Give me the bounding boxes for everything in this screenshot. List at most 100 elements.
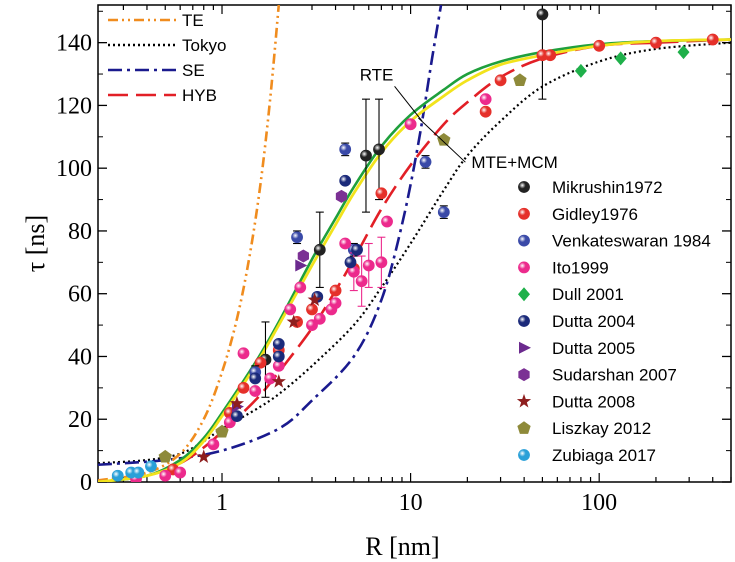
data-point (373, 143, 385, 156)
data-point (404, 118, 417, 131)
data-point (207, 438, 220, 451)
data-point (494, 74, 507, 87)
data-point (650, 36, 662, 49)
legend-marker (516, 393, 532, 408)
data-point (229, 396, 245, 410)
series-dull-2001 (574, 45, 690, 78)
data-point (264, 372, 277, 385)
series-dutta-2008 (196, 292, 322, 463)
legend-item-dull-2001: Dull 2001 (518, 285, 624, 304)
data-point (544, 49, 557, 62)
data-point (536, 8, 549, 21)
data-point (272, 350, 285, 363)
data-point (295, 259, 308, 272)
legend-marker (518, 207, 530, 220)
data-point (111, 469, 124, 482)
legend-label: Zubiaga 2017 (552, 446, 656, 465)
data-point (329, 284, 342, 297)
legend-marker (518, 315, 530, 327)
legend-label: Mikrushin1972 (552, 178, 663, 197)
annotation-label: MTE+MCM (471, 153, 557, 172)
y-tick-label: 140 (56, 31, 92, 57)
data-point (677, 45, 690, 60)
y-tick-label: 100 (56, 156, 92, 182)
data-point (158, 449, 172, 463)
x-tick-label: 100 (581, 490, 617, 516)
legend-label: Ito1999 (552, 258, 609, 277)
legend-marker (518, 181, 530, 193)
y-axis-title: τ [ns] (21, 215, 50, 272)
series-ito1999 (130, 93, 492, 482)
legend-item-sudarshan-2007: Sudarshan 2007 (518, 366, 677, 385)
y-tick-label: 60 (68, 282, 92, 308)
data-point (231, 410, 243, 422)
data-point (593, 39, 606, 52)
data-point (375, 187, 388, 200)
data-point (437, 206, 450, 219)
legend-marker (517, 421, 531, 434)
data-point (419, 156, 432, 168)
legend-marker (518, 449, 530, 461)
data-point (271, 374, 286, 388)
legend-label: Dutta 2004 (552, 312, 635, 331)
series-venkateswaran-1984 (249, 142, 450, 379)
legend-item-mikrushin1972: Mikrushin1972 (518, 178, 663, 197)
data-point (339, 143, 352, 156)
y-tick-label: 40 (68, 344, 92, 370)
legend-item-dutta-2008: Dutta 2008 (516, 392, 635, 411)
curve-mte-mcm (98, 38, 731, 482)
legend-item-ito1999: Ito1999 (518, 258, 609, 277)
data-point (335, 189, 348, 203)
data-point (479, 105, 492, 118)
y-tick-label: 0 (80, 470, 92, 496)
data-point (706, 33, 719, 46)
data-point (291, 231, 303, 244)
data-point (237, 347, 250, 360)
data-point (513, 73, 527, 86)
data-point (329, 297, 342, 310)
curve-rte (98, 38, 731, 482)
legend-item-dutta-2005: Dutta 2005 (519, 339, 635, 358)
data-point (360, 149, 372, 162)
y-tick-label: 20 (68, 407, 92, 433)
data-point (284, 303, 297, 316)
data-point (249, 372, 262, 385)
series-sudarshan-2007 (297, 189, 348, 263)
data-point (614, 51, 627, 66)
curve-hyb (98, 38, 731, 482)
data-point (306, 319, 318, 331)
data-point (145, 460, 157, 473)
data-point (339, 237, 352, 250)
legend-marker (518, 234, 530, 247)
data-point (249, 385, 262, 397)
series-liszkay-2012 (158, 73, 527, 463)
data-point (294, 281, 307, 294)
data-point (351, 243, 363, 256)
y-tick-label: 120 (56, 93, 92, 119)
data-point (339, 174, 352, 187)
legend-item-zubiaga-2017: Zubiaga 2017 (518, 446, 656, 465)
legend-item-liszkay-2012: Liszkay 2012 (517, 419, 651, 438)
data-point (237, 381, 250, 394)
legend-label: Gidley1976 (552, 205, 638, 224)
legend-marker (519, 341, 531, 354)
x-tick-label: 1 (216, 490, 228, 516)
legend-label: Dutta 2005 (552, 339, 635, 358)
data-point (272, 338, 285, 350)
data-point (381, 215, 393, 228)
data-point (479, 93, 492, 106)
legend-label: Venkateswaran 1984 (552, 232, 711, 251)
legend-label: Liszkay 2012 (552, 419, 651, 438)
data-point (174, 466, 187, 479)
data-point (362, 259, 375, 272)
legend-label: Dutta 2008 (552, 392, 635, 411)
legend-item-gidley1976: Gidley1976 (518, 205, 638, 224)
legend-marker (518, 368, 530, 382)
legend-label-se: SE (182, 61, 205, 80)
legend-label: Dull 2001 (552, 285, 624, 304)
y-tick-label: 80 (68, 219, 92, 245)
legend-label-hyb: HYB (182, 86, 217, 105)
data-point (132, 466, 145, 479)
data-point (297, 249, 309, 263)
